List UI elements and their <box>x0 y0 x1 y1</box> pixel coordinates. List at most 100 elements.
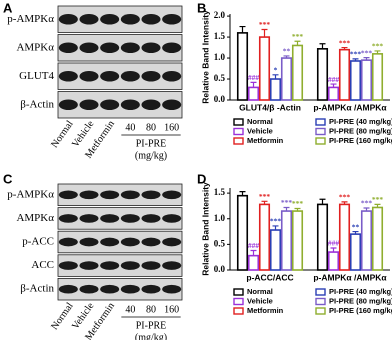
bar <box>316 48 329 101</box>
error-bar <box>330 83 337 88</box>
bar <box>258 203 271 271</box>
significance: *** <box>372 42 384 51</box>
legend-swatch <box>233 118 244 126</box>
bar <box>291 44 304 101</box>
error-bar <box>363 57 370 61</box>
dose-label: 40 <box>125 304 135 315</box>
significance: *** <box>292 32 304 41</box>
dose-label: 40 <box>125 122 135 133</box>
blot-band <box>162 42 182 54</box>
blot-band <box>100 13 120 25</box>
y-tick-label: 0.5 <box>214 73 226 83</box>
legend-label: Normal <box>247 287 273 296</box>
dose-label: 160 <box>164 304 179 315</box>
row-label: AMPKα <box>16 212 54 224</box>
y-tick-label: 0.0 <box>214 264 226 274</box>
blot-band <box>100 190 120 200</box>
blot-band <box>120 284 140 294</box>
y-axis-label: Relative Band Intensity <box>200 182 210 276</box>
error-bar <box>272 225 279 231</box>
blot-band <box>58 190 78 200</box>
blot-band <box>58 237 78 247</box>
legend-swatch <box>315 118 326 126</box>
unit-label: (mg/kg) <box>135 332 167 340</box>
blot-band <box>162 237 182 247</box>
bar <box>349 233 362 271</box>
blot-band <box>141 214 161 223</box>
bar <box>247 86 260 101</box>
blot-band <box>100 42 120 54</box>
row-label: GLUT4 <box>19 70 54 82</box>
legend-swatch <box>233 288 244 296</box>
legend-swatch <box>315 297 326 306</box>
row-label: p-ACC <box>22 236 54 248</box>
blot-band <box>141 70 161 82</box>
significance: ** <box>283 47 291 56</box>
y-tick-label: 0.5 <box>214 238 226 248</box>
significance: *** <box>350 50 362 59</box>
legend-swatch <box>315 307 326 315</box>
blot-band <box>120 261 140 270</box>
significance: ### <box>248 241 260 250</box>
group-label: PI-PRE <box>136 138 167 149</box>
blot-band <box>141 99 161 111</box>
blot-band <box>120 42 140 54</box>
legend-label: PI-PRE (40 mg/kg) <box>329 287 392 296</box>
error-bar <box>374 50 381 54</box>
bar <box>236 194 249 271</box>
y-tick-label: 2.0 <box>214 10 226 20</box>
blot-band <box>120 70 140 82</box>
legend-label: Vehicle <box>247 126 273 135</box>
legend-label: Metformin <box>247 136 284 145</box>
panel-label: A <box>3 0 13 15</box>
group-label: PI-PRE <box>136 320 167 331</box>
significance: *** <box>361 48 373 57</box>
error-bar <box>374 203 381 208</box>
legend-label: PI-PRE (80 mg/kg) <box>329 126 392 135</box>
legend-label: Normal <box>247 117 273 126</box>
legend-label: PI-PRE (160 mg/kg) <box>329 306 392 315</box>
legend-swatch <box>233 307 244 315</box>
error-bar <box>352 58 359 61</box>
blot-band <box>100 214 120 223</box>
blot-band <box>120 13 140 25</box>
blot-band <box>162 99 182 111</box>
y-tick-label: 1.5 <box>214 187 226 197</box>
bar <box>327 251 340 271</box>
blot-strip <box>57 230 183 254</box>
row-label: AMPKα <box>16 41 54 53</box>
significance: ### <box>328 239 340 248</box>
error-bar <box>250 81 257 88</box>
bar <box>236 32 249 101</box>
blot-band <box>79 261 99 270</box>
significance: *** <box>270 217 282 226</box>
blot-band <box>141 261 161 270</box>
blot-band <box>120 99 140 111</box>
blot-band <box>162 214 182 223</box>
blot-strip <box>57 183 183 207</box>
unit-label: (mg/kg) <box>135 150 167 161</box>
blot-band <box>79 70 99 82</box>
error-bar <box>272 74 279 80</box>
blot-band <box>58 42 78 54</box>
legend-label: PI-PRE (160 mg/kg) <box>329 136 392 145</box>
legend-label: PI-PRE (40 mg/kg) <box>329 117 392 126</box>
blot-strip <box>57 34 183 62</box>
legend-swatch <box>233 127 244 136</box>
significance: ### <box>248 73 260 82</box>
row-label: p-AMPKα <box>7 13 54 25</box>
significance: ### <box>328 75 340 84</box>
error-bar <box>239 25 246 33</box>
blot-band <box>100 70 120 82</box>
legend-label: Metformin <box>247 306 284 315</box>
dose-label: 80 <box>146 122 156 133</box>
blot-band <box>141 284 161 294</box>
bar <box>280 57 293 101</box>
blot-band <box>58 70 78 82</box>
blot-band <box>100 284 120 294</box>
dose-label: 160 <box>164 122 179 133</box>
significance: *** <box>259 20 271 29</box>
significance: *** <box>281 198 293 207</box>
significance: *** <box>292 199 304 208</box>
